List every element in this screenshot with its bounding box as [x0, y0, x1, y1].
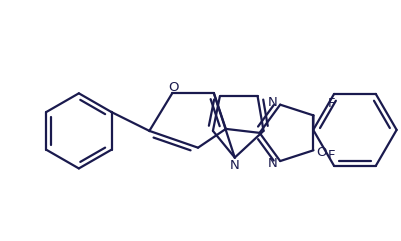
Text: N: N: [229, 159, 239, 172]
Text: F: F: [326, 149, 334, 162]
Text: F: F: [326, 97, 334, 110]
Text: N: N: [267, 157, 276, 169]
Text: O: O: [316, 146, 326, 159]
Text: O: O: [168, 81, 178, 94]
Text: N: N: [267, 96, 276, 109]
